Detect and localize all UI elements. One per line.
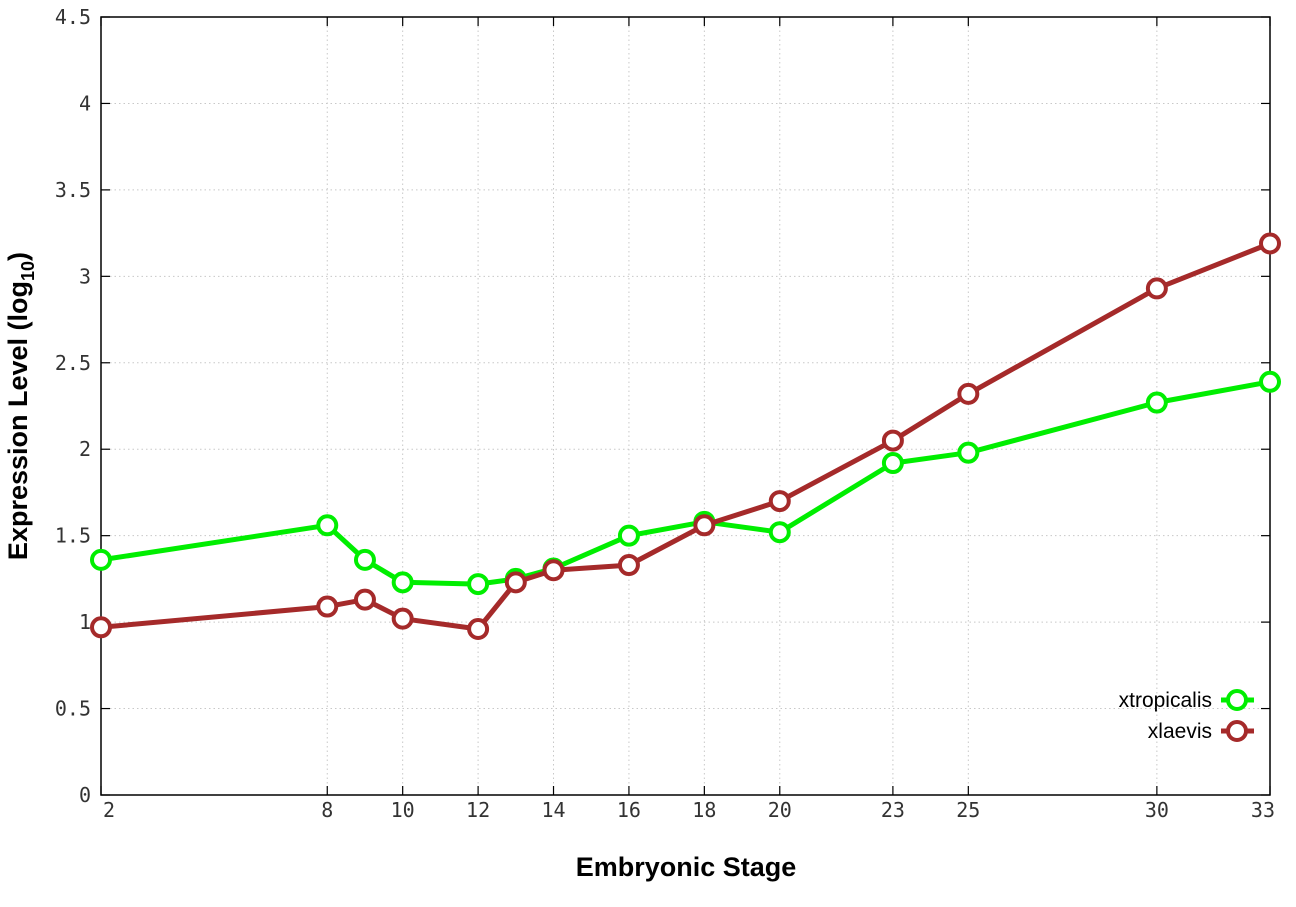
data-point	[504, 571, 527, 594]
y-tick-label: 4.5	[55, 5, 91, 29]
y-tick-label: 1	[79, 610, 91, 634]
legend-item: xtropicalis	[1119, 689, 1254, 712]
data-point	[316, 514, 339, 537]
series-xtropicalis	[90, 370, 1281, 596]
x-tick-label: 18	[692, 798, 716, 822]
y-tick-label: 4	[79, 91, 91, 115]
series-xlaevis	[90, 232, 1281, 641]
y-axis-title: Expression Level (log10)	[3, 252, 38, 560]
legend-label: xlaevis	[1148, 720, 1212, 743]
data-point	[1145, 277, 1168, 300]
data-point	[617, 554, 640, 577]
series-layer	[90, 232, 1281, 641]
legend: xtropicalis xlaevis	[1119, 689, 1254, 743]
x-tick-label: 14	[541, 798, 565, 822]
data-point	[90, 616, 112, 639]
data-point	[90, 548, 112, 571]
legend-marker-swatch	[1226, 689, 1248, 711]
x-tick-label: 20	[768, 798, 792, 822]
y-tick-label: 0	[79, 783, 91, 807]
axis-ticks: 0 0.5 1 1.5 2 2.5 3 3.5 4 4.5 2 8 10 12 14 16 18 20 23 25 30…	[55, 5, 1275, 822]
data-point	[1259, 370, 1281, 393]
data-point	[768, 490, 791, 513]
x-tick-label: 8	[321, 798, 333, 822]
data-point	[881, 429, 904, 452]
x-tick-label: 23	[881, 798, 905, 822]
y-tick-label: 0.5	[55, 697, 91, 721]
x-tick-label: 10	[391, 798, 415, 822]
data-point	[542, 559, 565, 582]
legend-item: xlaevis	[1148, 720, 1254, 743]
x-tick-label: 33	[1251, 798, 1275, 822]
series-line	[100, 379, 1271, 587]
plot-frame	[100, 16, 1271, 796]
legend-label: xtropicalis	[1119, 689, 1212, 712]
y-tick-label: 2	[79, 437, 91, 461]
grid	[101, 17, 1270, 795]
y-tick-label: 3	[79, 264, 91, 288]
data-point	[957, 441, 980, 464]
data-point	[957, 382, 980, 405]
y-axis-title-subscript: 10	[18, 261, 38, 281]
y-tick-label: 2.5	[55, 351, 91, 375]
x-axis-title: Embryonic Stage	[576, 852, 797, 882]
data-point	[693, 514, 716, 537]
data-point	[353, 548, 376, 571]
series-line	[100, 241, 1271, 632]
data-point	[1145, 391, 1168, 414]
data-point	[617, 524, 640, 547]
y-tick-label: 1.5	[55, 524, 91, 548]
data-point	[768, 521, 791, 544]
x-tick-label: 16	[617, 798, 641, 822]
data-point	[353, 588, 376, 611]
data-point	[1259, 232, 1281, 255]
x-tick-label: 25	[956, 798, 980, 822]
data-point	[881, 452, 904, 475]
x-tick-label: 12	[466, 798, 490, 822]
y-axis-title-main: Expression Level (log	[3, 281, 33, 560]
legend-marker-swatch	[1226, 720, 1248, 742]
data-point	[391, 571, 414, 594]
y-tick-label: 3.5	[55, 178, 91, 202]
x-tick-label: 2	[103, 798, 115, 822]
data-point	[467, 573, 490, 596]
data-point	[316, 595, 339, 618]
x-tick-label: 30	[1145, 798, 1169, 822]
data-point	[391, 607, 414, 630]
data-point	[467, 618, 490, 641]
y-axis-title-close: )	[3, 252, 33, 261]
